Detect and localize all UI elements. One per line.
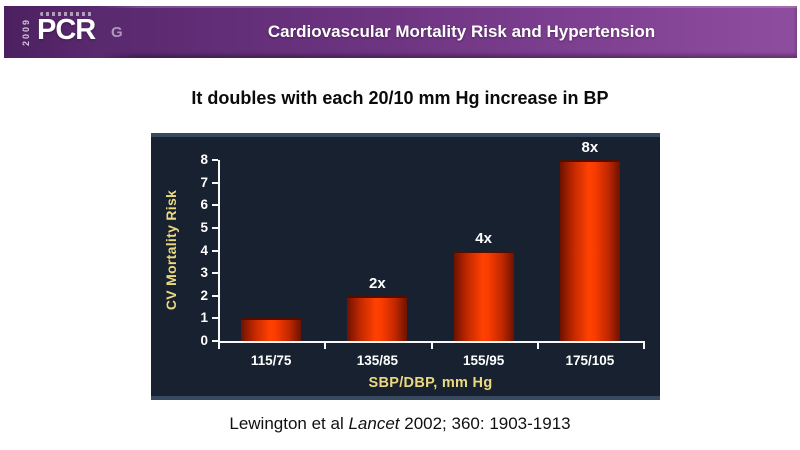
- chart-bar: [559, 160, 620, 341]
- slide-subtitle: It doubles with each 20/10 mm Hg increas…: [191, 88, 609, 108]
- chart-bar: [241, 318, 302, 341]
- x-axis-title: SBP/DBP, mm Hg: [368, 375, 493, 391]
- x-tick-mark: [536, 343, 539, 349]
- header-title-wrap: Cardiovascular Mortality Risk and Hypert…: [140, 22, 797, 42]
- pcr-logo-text: PCR: [37, 14, 96, 46]
- bar-chart: CV Mortality Risk 0 1 2 3 4 5 6 7 8 115/75 2x 135/8…: [151, 133, 660, 400]
- bar-value-label: 8x: [581, 139, 599, 157]
- x-tick-label: 175/105: [565, 353, 615, 368]
- y-tick-label: 0: [200, 333, 208, 348]
- y-tick-label: 2: [200, 287, 208, 303]
- y-tick-label: 5: [200, 220, 208, 235]
- bar-value-label: 2x: [369, 274, 386, 292]
- y-tick-label: 1: [200, 310, 208, 326]
- citation-suffix: 2002; 360: 1903-1913: [399, 414, 571, 433]
- x-tick-mark: [218, 343, 220, 349]
- citation-prefix: Lewington et al: [229, 414, 349, 433]
- y-tick-mark: [212, 159, 218, 162]
- header-bar: 2009 PCR G Cardiovascular Mortality Risk…: [4, 6, 797, 58]
- y-tick-label: 8: [200, 152, 208, 168]
- x-tick-label: 155/95: [462, 353, 505, 368]
- x-axis-line: [218, 341, 645, 343]
- logo-mark-glyph: G: [111, 24, 123, 41]
- logo-year-text: 2009: [21, 17, 31, 47]
- y-tick-mark: [212, 294, 218, 297]
- europcr-logo: 2009 PCR G: [4, 6, 140, 58]
- y-tick-mark: [212, 317, 218, 320]
- citation-journal: Lancet: [348, 414, 400, 433]
- y-tick-mark: [212, 227, 218, 229]
- bar-value-label: 4x: [475, 229, 492, 247]
- chart-top-border: [151, 133, 660, 137]
- y-tick-label: 4: [200, 242, 208, 258]
- y-tick-label: 3: [200, 265, 208, 281]
- y-tick-mark: [212, 204, 218, 207]
- slide-title: Cardiovascular Mortality Risk and Hypert…: [267, 22, 656, 41]
- y-tick-mark: [212, 272, 218, 275]
- logo-decorative-dashes: [40, 12, 92, 16]
- x-tick-mark: [324, 343, 327, 349]
- chart-bar: [347, 295, 408, 341]
- y-axis-line: [218, 160, 220, 343]
- x-tick-label: 135/85: [356, 353, 399, 368]
- chart-bar: [453, 250, 514, 341]
- x-tick-mark: [643, 343, 645, 349]
- y-tick-label: 6: [200, 197, 208, 213]
- y-tick-mark: [212, 181, 218, 184]
- y-tick-label: 7: [200, 174, 208, 190]
- x-tick-mark: [430, 343, 433, 349]
- y-tick-mark: [212, 340, 218, 342]
- citation: Lewington et al Lancet 2002; 360: 1903-1…: [0, 414, 800, 434]
- x-tick-label: 115/75: [250, 353, 292, 368]
- chart-bottom-border: [151, 396, 660, 400]
- y-tick-mark: [212, 249, 218, 252]
